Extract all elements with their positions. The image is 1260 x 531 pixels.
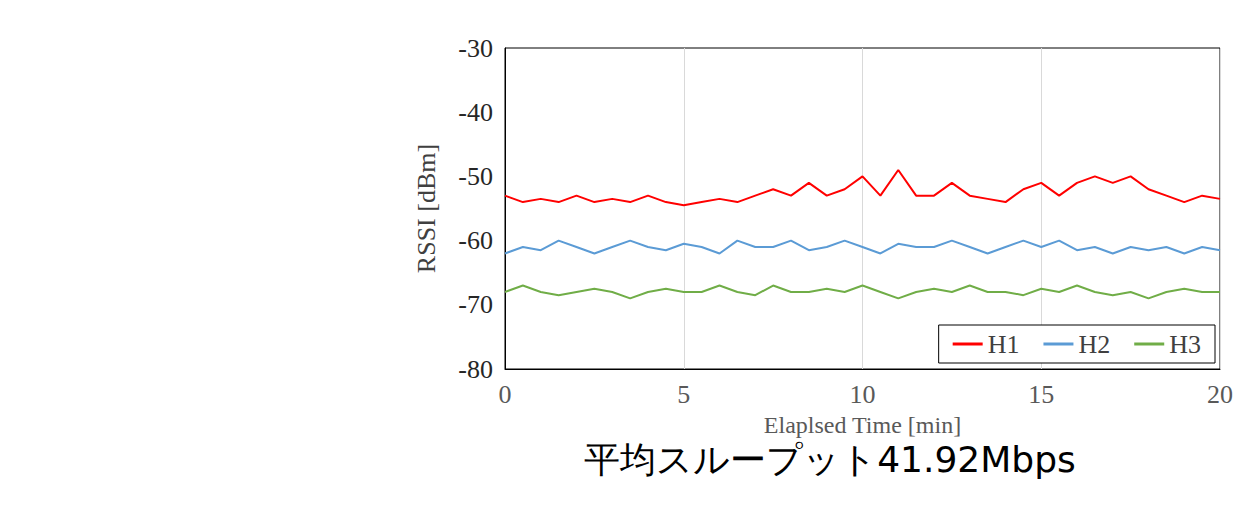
svg-text:-40: -40 [458,98,493,127]
svg-text:H1: H1 [988,330,1020,359]
svg-text:-70: -70 [458,290,493,319]
svg-text:15: 15 [1028,380,1054,409]
svg-text:H2: H2 [1078,330,1110,359]
svg-text:-80: -80 [458,355,493,384]
svg-text:10: 10 [850,380,876,409]
svg-text:-50: -50 [458,162,493,191]
svg-text:-60: -60 [458,226,493,255]
svg-text:-30: -30 [458,34,493,63]
svg-text:5: 5 [677,380,690,409]
svg-text:Elaplsed Time [min]: Elaplsed Time [min] [764,412,961,438]
svg-text:平均スループット41.92Mbps: 平均スループット41.92Mbps [584,439,1076,480]
svg-text:20: 20 [1207,380,1233,409]
svg-text:RSSI [dBm]: RSSI [dBm] [412,144,441,273]
svg-text:H3: H3 [1169,330,1201,359]
svg-text:0: 0 [499,380,512,409]
